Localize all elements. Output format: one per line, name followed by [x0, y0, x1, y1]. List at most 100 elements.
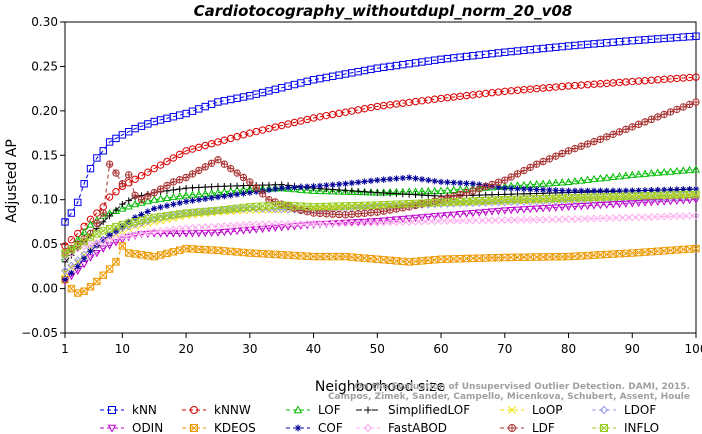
data-point-simplifiedlof — [354, 188, 362, 195]
data-point-ldof — [481, 199, 490, 207]
data-point-fastabod — [265, 220, 273, 229]
data-point-odin — [468, 209, 477, 218]
data-point-knn — [182, 109, 190, 118]
data-point-lof — [99, 211, 108, 219]
data-point-simplifiedlof — [208, 183, 215, 190]
data-point-odin — [564, 203, 573, 212]
data-point-fastabod — [175, 224, 184, 233]
data-point-knnw — [137, 172, 146, 180]
data-point-fastabod — [290, 220, 299, 228]
data-point-lof — [322, 186, 331, 195]
data-point-simplifiedlof — [259, 181, 266, 189]
y-tick-label: 0.15 — [31, 148, 58, 162]
data-point-odin — [500, 207, 509, 215]
data-point-cof — [310, 183, 317, 190]
data-point-lof — [666, 167, 675, 175]
data-point-fastabod — [685, 211, 694, 220]
data-point-kdeos — [583, 251, 592, 260]
data-point-fastabod — [494, 216, 503, 225]
data-point-ldf — [564, 147, 573, 155]
data-point-odin — [640, 199, 650, 207]
data-point-lof — [545, 179, 554, 187]
data-point-cof — [278, 184, 285, 192]
data-point-cof — [552, 187, 559, 194]
data-point-odin — [405, 215, 414, 223]
data-point-ldf — [469, 187, 477, 195]
data-point-lof — [182, 191, 191, 199]
data-point-ldf — [360, 209, 369, 217]
data-point-cof — [527, 186, 534, 193]
data-point-knn — [61, 218, 69, 226]
data-point-fastabod — [507, 216, 516, 224]
data-point-cof — [272, 185, 279, 193]
data-point-kdeos — [125, 249, 133, 257]
data-point-kdeos — [456, 255, 464, 263]
data-point-simplifiedlof — [176, 185, 183, 193]
data-point-odin — [609, 201, 618, 209]
legend-marker — [363, 423, 373, 433]
data-point-ldf — [488, 180, 496, 189]
legend-item-odin: ODIN — [100, 421, 163, 434]
data-point-cof — [202, 195, 209, 203]
data-point-knn — [303, 77, 311, 86]
data-point-inflo — [105, 225, 114, 233]
data-point-ldf — [239, 173, 248, 182]
x-tick-label: 100 — [685, 342, 702, 356]
data-point-kdeos — [692, 244, 700, 253]
data-point-ldf — [456, 190, 464, 199]
data-point-cof — [80, 255, 88, 263]
data-point-odin — [277, 224, 286, 232]
data-point-cof — [163, 202, 171, 209]
data-point-ldf — [227, 164, 235, 173]
data-point-odin — [392, 216, 401, 224]
data-point-ldf — [545, 155, 554, 163]
legend-item-ldof: LDOF — [592, 403, 656, 417]
data-point-fastabod — [411, 217, 420, 226]
data-point-simplifiedlof — [348, 187, 356, 195]
data-point-odin — [519, 206, 528, 214]
watermark: On the Evaluation of Unsupervised Outlie… — [328, 382, 690, 402]
data-point-lof — [86, 220, 95, 228]
data-point-ldf — [647, 115, 656, 124]
data-point-ldof — [61, 266, 69, 275]
data-point-lof — [335, 187, 344, 195]
data-point-fastabod — [367, 218, 375, 227]
data-point-ldf — [201, 163, 209, 171]
data-point-cof — [227, 192, 234, 199]
data-point-ldf — [666, 108, 675, 116]
data-point-cof — [437, 178, 445, 186]
data-point-simplifiedlof — [61, 258, 69, 266]
data-point-cof — [476, 181, 483, 188]
data-point-ldf — [214, 156, 222, 164]
series-ldf — [61, 98, 700, 257]
data-point-cof — [648, 187, 655, 194]
data-point-fastabod — [131, 230, 140, 239]
data-point-simplifiedlof — [221, 183, 228, 190]
data-point-fastabod — [469, 216, 477, 225]
data-point-ldf — [596, 135, 605, 143]
data-point-knnw — [258, 126, 267, 134]
data-point-cof — [603, 187, 610, 195]
data-point-lof — [188, 190, 197, 198]
data-point-fastabod — [437, 217, 445, 225]
data-point-fastabod — [558, 215, 567, 224]
x-tick-label: 60 — [433, 342, 448, 356]
data-point-fastabod — [271, 220, 280, 229]
data-point-cof — [74, 263, 81, 270]
data-point-loop — [61, 269, 69, 277]
legend-label: COF — [318, 421, 343, 434]
data-point-ldf — [367, 208, 375, 217]
data-point-odin — [538, 205, 548, 213]
data-point-ldof — [449, 199, 458, 208]
y-tick-label: 0.00 — [31, 282, 58, 296]
data-point-odin — [271, 224, 280, 233]
data-point-fastabod — [621, 213, 630, 222]
data-point-ldf — [207, 159, 216, 167]
y-tick-label: 0.25 — [31, 59, 58, 73]
data-point-ldf — [348, 210, 356, 218]
data-point-lof — [111, 206, 121, 215]
data-point-cof — [565, 187, 572, 195]
data-point-odin — [602, 201, 611, 209]
legend-item-cof: COF — [286, 421, 343, 434]
data-point-knn — [176, 111, 184, 119]
